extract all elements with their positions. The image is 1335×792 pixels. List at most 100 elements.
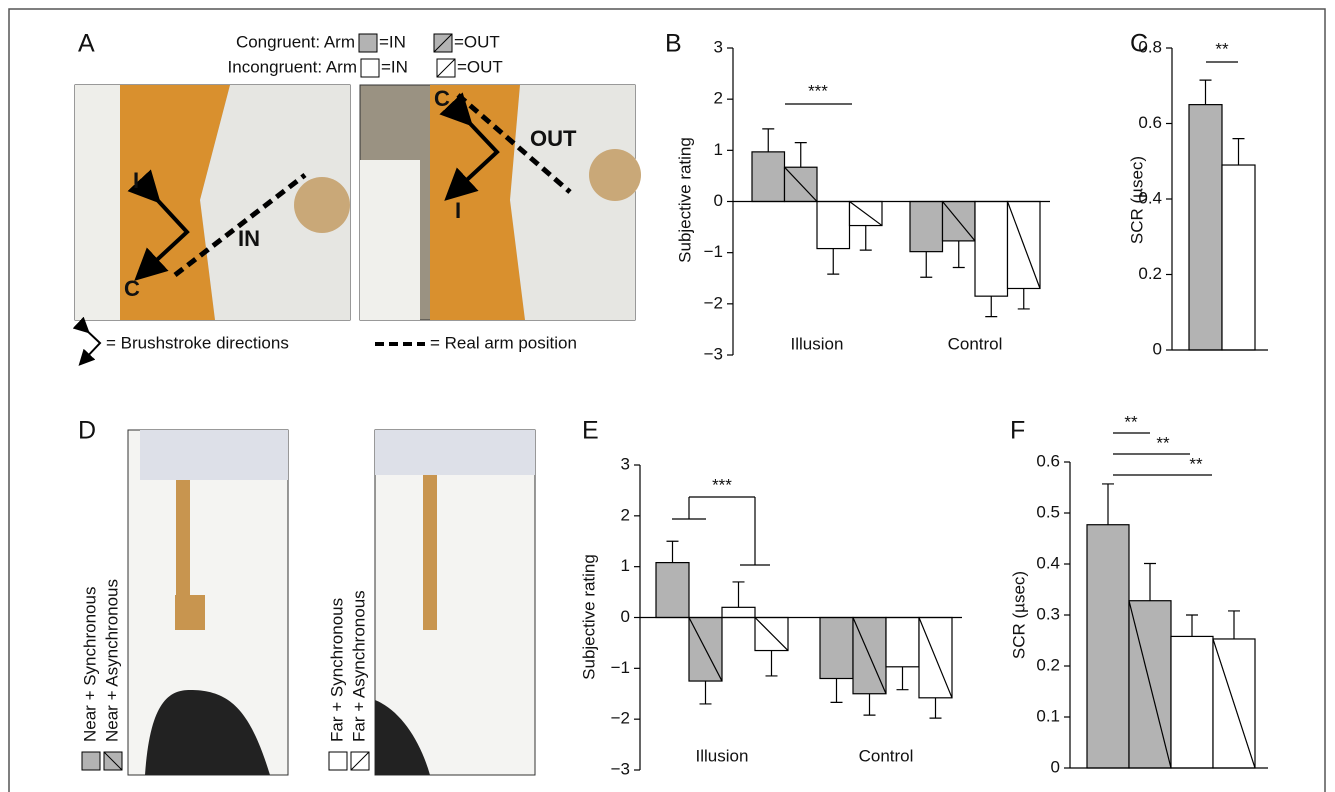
error-bar xyxy=(831,679,843,703)
y-tick-label: 2 xyxy=(621,505,630,524)
panel-letter: D xyxy=(78,417,96,445)
bar xyxy=(1189,105,1222,350)
y-tick-label: 0 xyxy=(621,607,630,626)
error-bar xyxy=(667,541,679,562)
bar xyxy=(910,202,943,252)
legend-text: =OUT xyxy=(454,32,500,51)
bar xyxy=(1222,165,1255,350)
error-bar xyxy=(766,651,778,676)
significance: ** xyxy=(1156,433,1170,452)
photo xyxy=(75,85,350,320)
panel-letter: A xyxy=(78,30,95,58)
significance: ** xyxy=(1215,39,1229,58)
panel-letter: F xyxy=(1010,417,1025,445)
bar xyxy=(1087,525,1129,768)
y-tick-label: 0.2 xyxy=(1138,264,1162,283)
legend-text: Congruent: Arm xyxy=(236,32,355,51)
y-tick-label: 0.3 xyxy=(1036,604,1060,623)
y-tick-label: −2 xyxy=(704,293,723,312)
error-bar xyxy=(985,296,997,316)
legend-text: =IN xyxy=(381,57,408,76)
y-tick-label: 0 xyxy=(714,191,723,210)
y-tick-label: 0.6 xyxy=(1036,451,1060,470)
error-bar xyxy=(860,226,872,251)
y-tick-label: 0.6 xyxy=(1138,113,1162,132)
photo-label: C xyxy=(434,86,450,111)
bar xyxy=(722,607,755,617)
significance: ** xyxy=(1189,454,1203,473)
y-tick-label: −2 xyxy=(611,709,630,728)
y-axis-label: Subjective rating xyxy=(579,554,598,680)
y-tick-label: 3 xyxy=(714,37,723,56)
y-tick-label: 0.5 xyxy=(1036,502,1060,521)
x-tick-label: Illusion xyxy=(791,334,844,353)
significance: *** xyxy=(808,81,828,100)
bar xyxy=(820,618,853,679)
y-tick-label: 0 xyxy=(1051,757,1060,776)
y-tick-label: 0.1 xyxy=(1036,706,1060,725)
legend-text: =OUT xyxy=(457,57,503,76)
error-bar xyxy=(1186,615,1198,636)
photo-label: OUT xyxy=(530,126,577,151)
error-bar xyxy=(827,249,839,275)
error-bar xyxy=(1144,563,1156,600)
photo-label: I xyxy=(455,198,461,223)
y-tick-label: 0.4 xyxy=(1138,188,1162,207)
y-tick-label: 1 xyxy=(714,140,723,159)
y-tick-label: −3 xyxy=(704,344,723,363)
key-icon xyxy=(84,328,100,360)
swatch xyxy=(359,34,377,52)
error-bar xyxy=(700,681,712,704)
legend-text: Near + Synchronous xyxy=(80,587,99,742)
error-bar xyxy=(1200,80,1212,105)
error-bar xyxy=(1233,139,1245,165)
error-bar xyxy=(1018,288,1030,308)
error-bar xyxy=(920,252,932,278)
legend-text: Incongruent: Arm xyxy=(228,57,357,76)
photo-label: IN xyxy=(238,226,260,251)
error-bar xyxy=(930,698,942,718)
bar xyxy=(1171,636,1213,768)
x-tick-label: Control xyxy=(859,746,914,765)
key-text: = Real arm position xyxy=(430,333,577,352)
legend-text: Near + Asynchronous xyxy=(102,579,121,742)
y-tick-label: −3 xyxy=(611,759,630,778)
legend-text: Far + Asynchronous xyxy=(349,590,368,742)
x-tick-label: Control xyxy=(948,334,1003,353)
y-tick-label: −1 xyxy=(704,242,723,261)
y-tick-label: 1 xyxy=(621,556,630,575)
legend-text: Far + Synchronous xyxy=(327,598,346,742)
y-tick-label: 0.8 xyxy=(1138,37,1162,56)
y-tick-label: 0.2 xyxy=(1036,655,1060,674)
y-tick-label: 0 xyxy=(1153,339,1162,358)
error-bar xyxy=(795,143,807,168)
photo xyxy=(128,430,288,775)
swatch xyxy=(361,59,379,77)
y-tick-label: 3 xyxy=(621,454,630,473)
bar xyxy=(752,152,785,202)
bar xyxy=(975,202,1008,297)
y-axis-label: Subjective rating xyxy=(675,137,694,263)
swatch xyxy=(82,752,100,770)
error-bar xyxy=(733,582,745,607)
bar xyxy=(886,618,919,667)
error-bar xyxy=(1228,611,1240,639)
significance: ** xyxy=(1124,412,1138,431)
photo-label: I xyxy=(133,168,139,193)
photo xyxy=(375,430,535,775)
key-text: = Brushstroke directions xyxy=(106,333,289,352)
error-bar xyxy=(897,667,909,690)
panel-letter: E xyxy=(582,417,599,445)
error-bar xyxy=(953,241,965,268)
x-tick-label: Illusion xyxy=(696,746,749,765)
error-bar xyxy=(864,694,876,715)
error-bar xyxy=(1102,484,1114,525)
bar xyxy=(656,563,689,618)
legend-text: =IN xyxy=(379,32,406,51)
photo-label: C xyxy=(124,276,140,301)
photo xyxy=(360,85,641,320)
y-tick-label: 2 xyxy=(714,89,723,108)
y-tick-label: −1 xyxy=(611,658,630,677)
figure: A Congruent: Arm =IN =OUT Incongruent: A… xyxy=(0,0,1335,792)
error-bar xyxy=(762,129,774,152)
